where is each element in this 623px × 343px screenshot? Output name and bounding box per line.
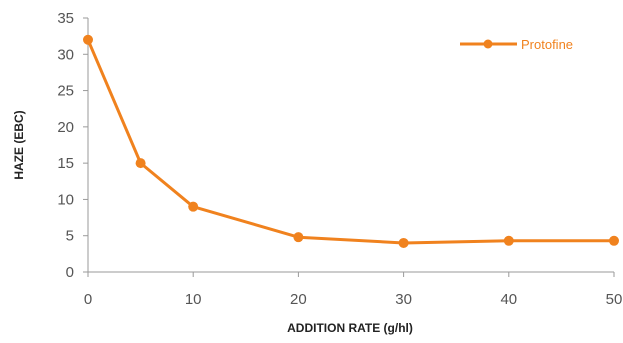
data-point (83, 34, 93, 45)
x-tick-label: 10 (185, 291, 202, 308)
legend-point-marker (483, 39, 493, 49)
x-tick-label: 40 (500, 291, 517, 308)
x-tick-label: 50 (606, 291, 623, 308)
data-point (293, 232, 304, 243)
y-tick-label: 35 (57, 10, 74, 27)
y-tick-label: 10 (57, 191, 74, 208)
x-tick-label: 0 (84, 291, 92, 308)
x-tick-label: 20 (290, 291, 307, 308)
x-axis-ticks: 0 10 20 30 40 50 (84, 272, 623, 308)
data-point (503, 235, 514, 246)
y-tick-label: 20 (57, 119, 74, 136)
axes (87, 18, 614, 273)
legend: Protofine (460, 37, 573, 52)
y-tick-label: 0 (66, 264, 74, 281)
data-point (135, 158, 146, 169)
data-point (188, 201, 199, 212)
series-layer (83, 34, 619, 248)
data-point (609, 235, 619, 246)
y-axis-title: HAZE (EBC) (12, 110, 26, 179)
y-tick-label: 30 (57, 46, 74, 63)
y-tick-label: 25 (57, 83, 74, 100)
x-tick-label: 30 (395, 291, 412, 308)
y-tick-label: 15 (57, 155, 74, 172)
legend-label: Protofine (521, 37, 573, 52)
y-axis-ticks: 0 5 10 15 20 25 30 35 (57, 10, 88, 281)
series-line-protofine (86, 38, 616, 245)
data-point (398, 237, 409, 248)
y-tick-label: 5 (66, 228, 74, 245)
x-axis-title: ADDITION RATE (g/hl) (287, 321, 413, 335)
